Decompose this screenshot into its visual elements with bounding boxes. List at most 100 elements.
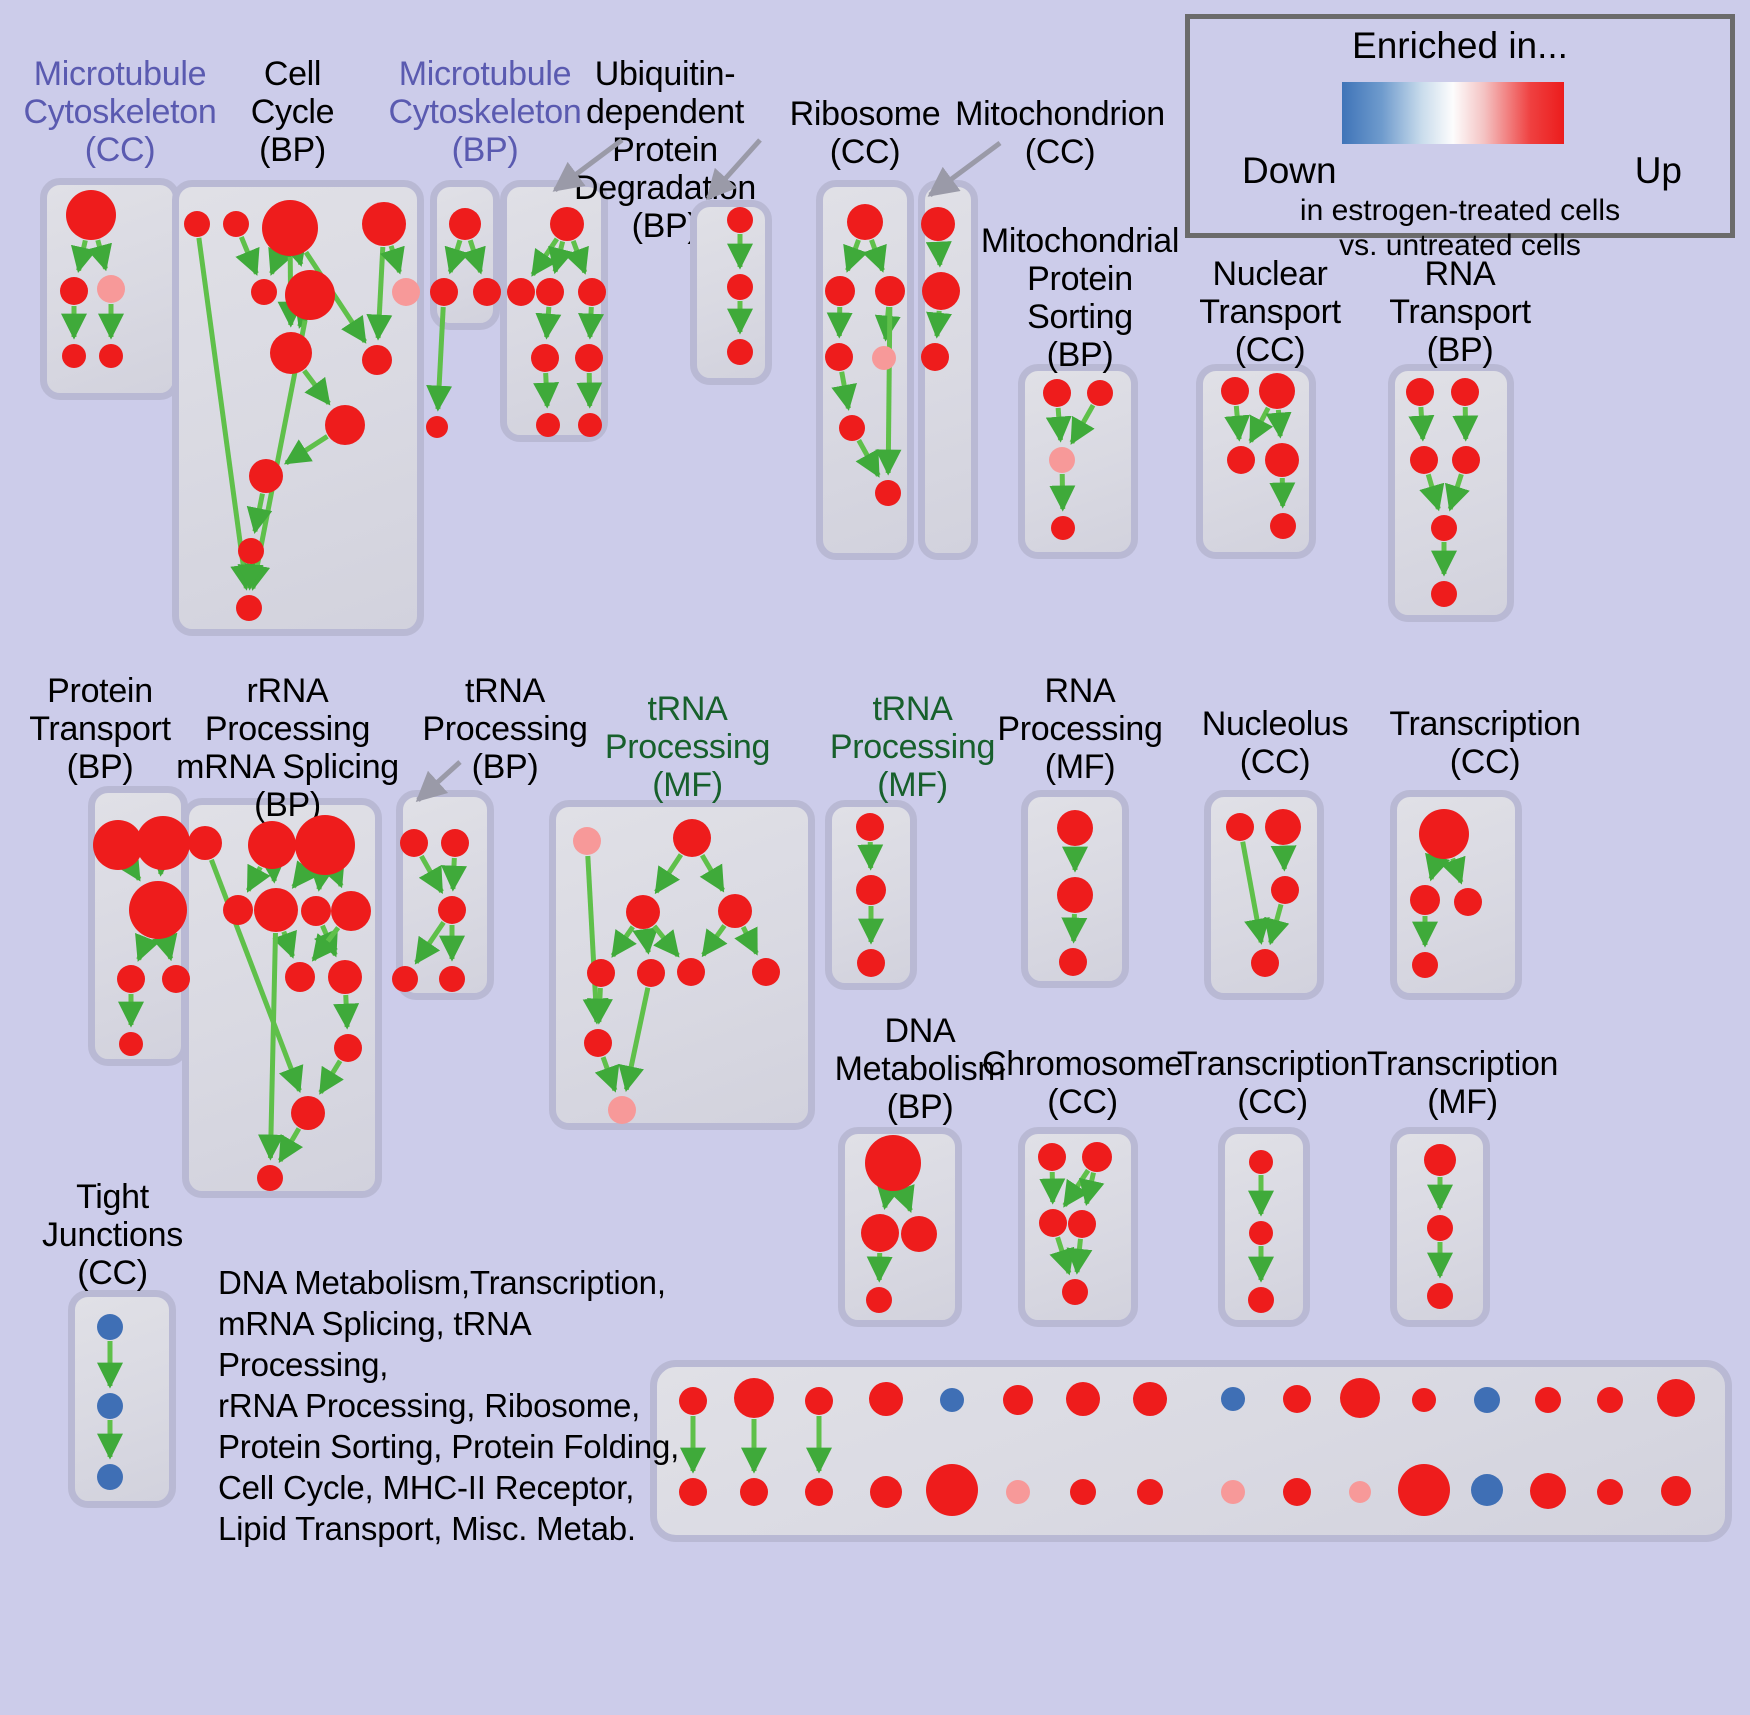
network-node[interactable] xyxy=(400,829,428,857)
network-node[interactable] xyxy=(1661,1476,1691,1506)
network-node[interactable] xyxy=(162,965,190,993)
network-node[interactable] xyxy=(1471,1474,1503,1506)
network-node[interactable] xyxy=(473,278,501,306)
network-node[interactable] xyxy=(270,332,312,374)
network-node[interactable] xyxy=(839,415,865,441)
network-node[interactable] xyxy=(1068,1210,1096,1238)
network-node[interactable] xyxy=(334,1034,362,1062)
network-node[interactable] xyxy=(1057,810,1093,846)
network-node[interactable] xyxy=(1265,809,1301,845)
network-node[interactable] xyxy=(1133,1382,1167,1416)
network-node[interactable] xyxy=(285,270,335,320)
network-node[interactable] xyxy=(1049,447,1075,473)
network-node[interactable] xyxy=(1410,446,1438,474)
network-node[interactable] xyxy=(119,1032,143,1056)
network-node[interactable] xyxy=(1270,513,1296,539)
network-node[interactable] xyxy=(1597,1387,1623,1413)
network-node[interactable] xyxy=(1062,1279,1088,1305)
network-node[interactable] xyxy=(392,966,418,992)
network-node[interactable] xyxy=(97,1314,123,1340)
network-node[interactable] xyxy=(129,881,187,939)
network-node[interactable] xyxy=(1427,1215,1453,1241)
network-node[interactable] xyxy=(856,813,884,841)
network-node[interactable] xyxy=(1249,1150,1273,1174)
network-node[interactable] xyxy=(285,962,315,992)
network-node[interactable] xyxy=(940,1388,964,1412)
network-node[interactable] xyxy=(805,1387,833,1415)
network-node[interactable] xyxy=(575,344,603,372)
network-node[interactable] xyxy=(856,875,886,905)
network-node[interactable] xyxy=(857,949,885,977)
network-node[interactable] xyxy=(608,1096,636,1124)
network-node[interactable] xyxy=(62,344,86,368)
network-node[interactable] xyxy=(1259,373,1295,409)
network-node[interactable] xyxy=(1431,581,1457,607)
network-node[interactable] xyxy=(117,965,145,993)
network-node[interactable] xyxy=(825,343,853,371)
network-node[interactable] xyxy=(637,959,665,987)
network-node[interactable] xyxy=(1474,1387,1500,1413)
network-node[interactable] xyxy=(257,1165,283,1191)
network-node[interactable] xyxy=(249,459,283,493)
network-node[interactable] xyxy=(97,1393,123,1419)
network-node[interactable] xyxy=(1227,446,1255,474)
network-node[interactable] xyxy=(1452,446,1480,474)
network-node[interactable] xyxy=(1087,380,1113,406)
network-node[interactable] xyxy=(875,276,905,306)
network-node[interactable] xyxy=(1283,1385,1311,1413)
network-node[interactable] xyxy=(1657,1379,1695,1417)
network-node[interactable] xyxy=(236,595,262,621)
network-node[interactable] xyxy=(626,895,660,929)
network-node[interactable] xyxy=(1221,377,1249,405)
network-node[interactable] xyxy=(679,1387,707,1415)
network-node[interactable] xyxy=(1066,1382,1100,1416)
network-node[interactable] xyxy=(1003,1385,1033,1415)
network-node[interactable] xyxy=(536,278,564,306)
network-node[interactable] xyxy=(328,960,362,994)
network-node[interactable] xyxy=(507,278,535,306)
network-node[interactable] xyxy=(870,1476,902,1508)
network-node[interactable] xyxy=(223,211,249,237)
network-node[interactable] xyxy=(865,1135,921,1191)
network-node[interactable] xyxy=(392,278,420,306)
network-node[interactable] xyxy=(922,272,960,310)
network-node[interactable] xyxy=(1221,1480,1245,1504)
network-node[interactable] xyxy=(325,405,365,445)
network-node[interactable] xyxy=(1271,876,1299,904)
network-node[interactable] xyxy=(1226,813,1254,841)
network-node[interactable] xyxy=(1340,1378,1380,1418)
network-node[interactable] xyxy=(223,895,253,925)
network-node[interactable] xyxy=(875,480,901,506)
network-node[interactable] xyxy=(869,1382,903,1416)
network-node[interactable] xyxy=(1597,1479,1623,1505)
network-node[interactable] xyxy=(441,829,469,857)
network-node[interactable] xyxy=(97,1464,123,1490)
network-node[interactable] xyxy=(188,826,222,860)
network-node[interactable] xyxy=(578,278,606,306)
network-node[interactable] xyxy=(262,200,318,256)
network-node[interactable] xyxy=(921,207,955,241)
network-node[interactable] xyxy=(727,207,753,233)
network-node[interactable] xyxy=(1057,877,1093,913)
network-node[interactable] xyxy=(573,827,601,855)
network-node[interactable] xyxy=(254,888,298,932)
network-node[interactable] xyxy=(872,346,896,370)
network-node[interactable] xyxy=(60,277,88,305)
network-node[interactable] xyxy=(1265,443,1299,477)
network-node[interactable] xyxy=(1221,1387,1245,1411)
network-node[interactable] xyxy=(238,538,264,564)
network-node[interactable] xyxy=(718,894,752,928)
network-node[interactable] xyxy=(734,1378,774,1418)
network-node[interactable] xyxy=(584,1029,612,1057)
network-node[interactable] xyxy=(1251,949,1279,977)
network-node[interactable] xyxy=(1137,1479,1163,1505)
network-node[interactable] xyxy=(1349,1481,1371,1503)
network-node[interactable] xyxy=(587,959,615,987)
network-node[interactable] xyxy=(866,1287,892,1313)
network-node[interactable] xyxy=(1070,1479,1096,1505)
network-node[interactable] xyxy=(1427,1283,1453,1309)
network-node[interactable] xyxy=(1454,888,1482,916)
network-node[interactable] xyxy=(1283,1478,1311,1506)
network-node[interactable] xyxy=(251,279,277,305)
network-node[interactable] xyxy=(1412,1388,1436,1412)
